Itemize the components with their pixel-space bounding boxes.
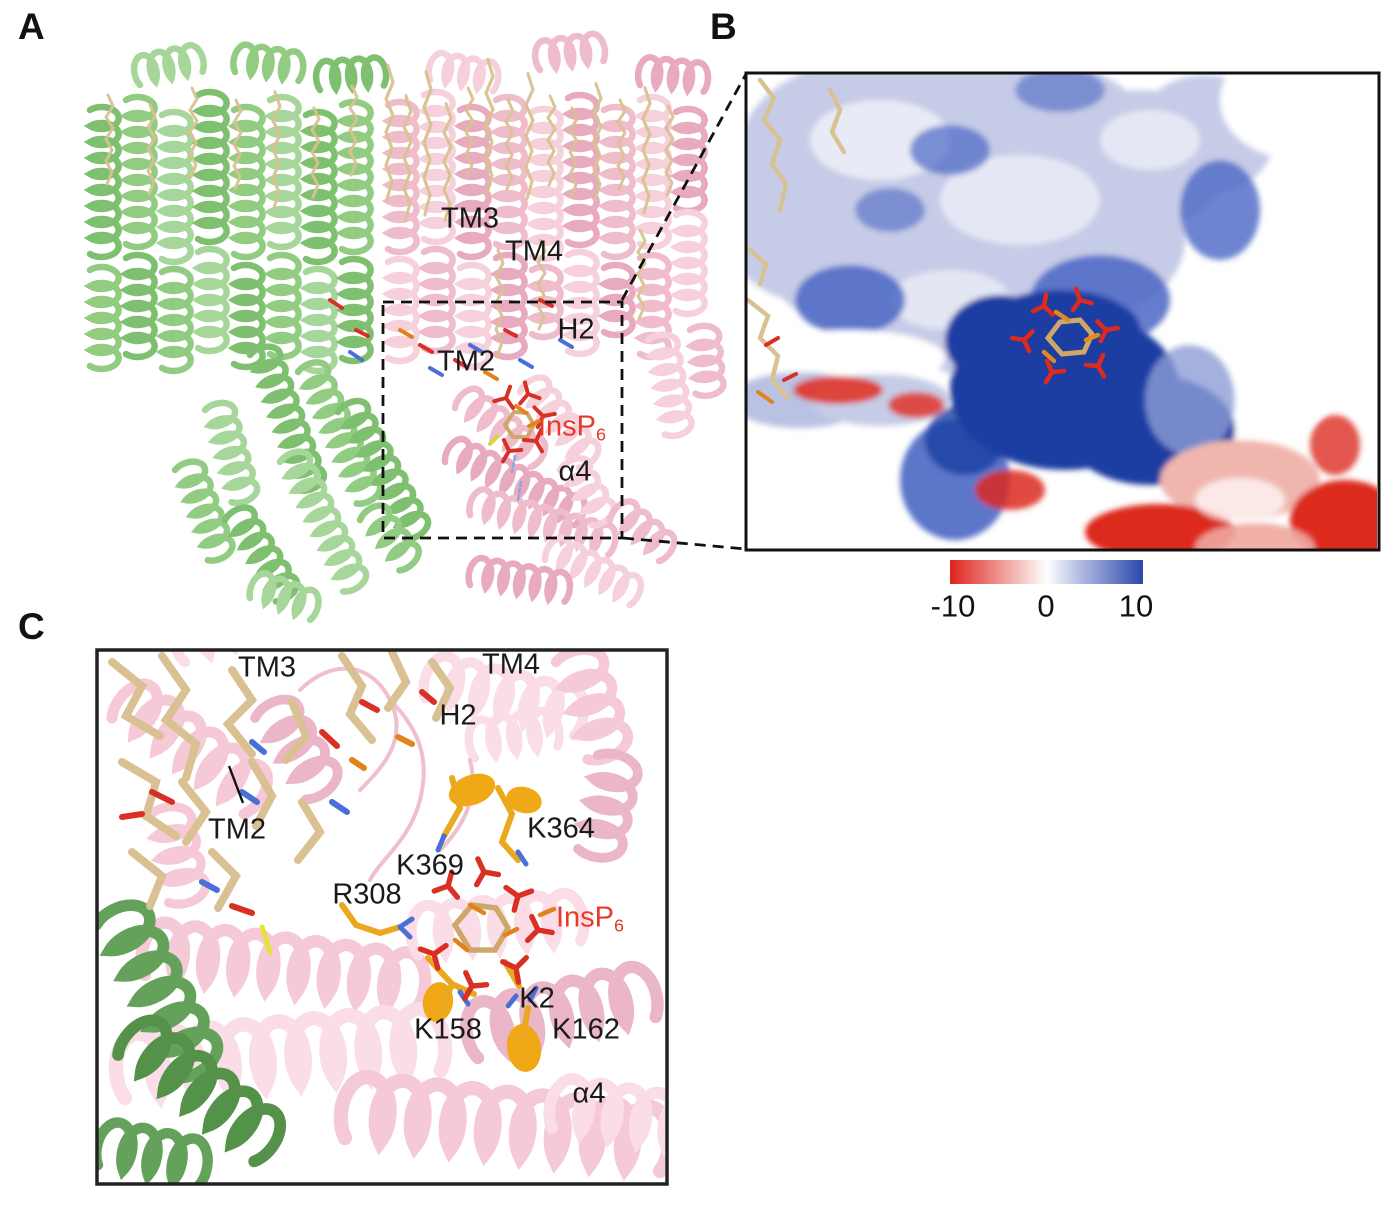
label-h2-a: H2 [557, 313, 595, 346]
panel-c-closeup [95, 648, 669, 1186]
label-k158: K158 [414, 1013, 482, 1046]
label-tm3-a: TM3 [441, 202, 499, 235]
label-tm3-c: TM3 [238, 651, 296, 684]
colorbar-gradient [950, 560, 1143, 584]
label-k2: K2 [519, 982, 555, 1015]
panel-b-surface [744, 71, 1381, 584]
colorbar-min-label: -10 [930, 588, 976, 624]
label-tm2-a: TM2 [437, 345, 495, 378]
zoom-box [381, 300, 624, 540]
label-tm4-a: TM4 [505, 235, 563, 268]
label-alpha4-a: α4 [558, 455, 592, 488]
label-r308: R308 [332, 878, 402, 911]
label-insp6-c: InsP6 [555, 901, 625, 936]
label-k369: K369 [396, 849, 464, 882]
label-insp6-a: InsP6 [537, 410, 607, 445]
colorbar-mid-label: 0 [1037, 588, 1055, 624]
connector-lines [620, 73, 748, 551]
label-tm4-c: TM4 [482, 648, 540, 681]
panel-letter-a: A [18, 6, 45, 47]
label-h2-c: H2 [439, 699, 477, 732]
label-k364: K364 [527, 812, 595, 845]
panel-letter-c: C [18, 606, 45, 647]
label-k162: K162 [552, 1013, 620, 1046]
panel-a-structure [90, 32, 748, 621]
panel-letter-b: B [710, 6, 737, 47]
label-alpha4-c: α4 [572, 1077, 606, 1110]
colorbar-max-label: 10 [1118, 588, 1154, 624]
label-tm2-c: TM2 [208, 813, 266, 846]
